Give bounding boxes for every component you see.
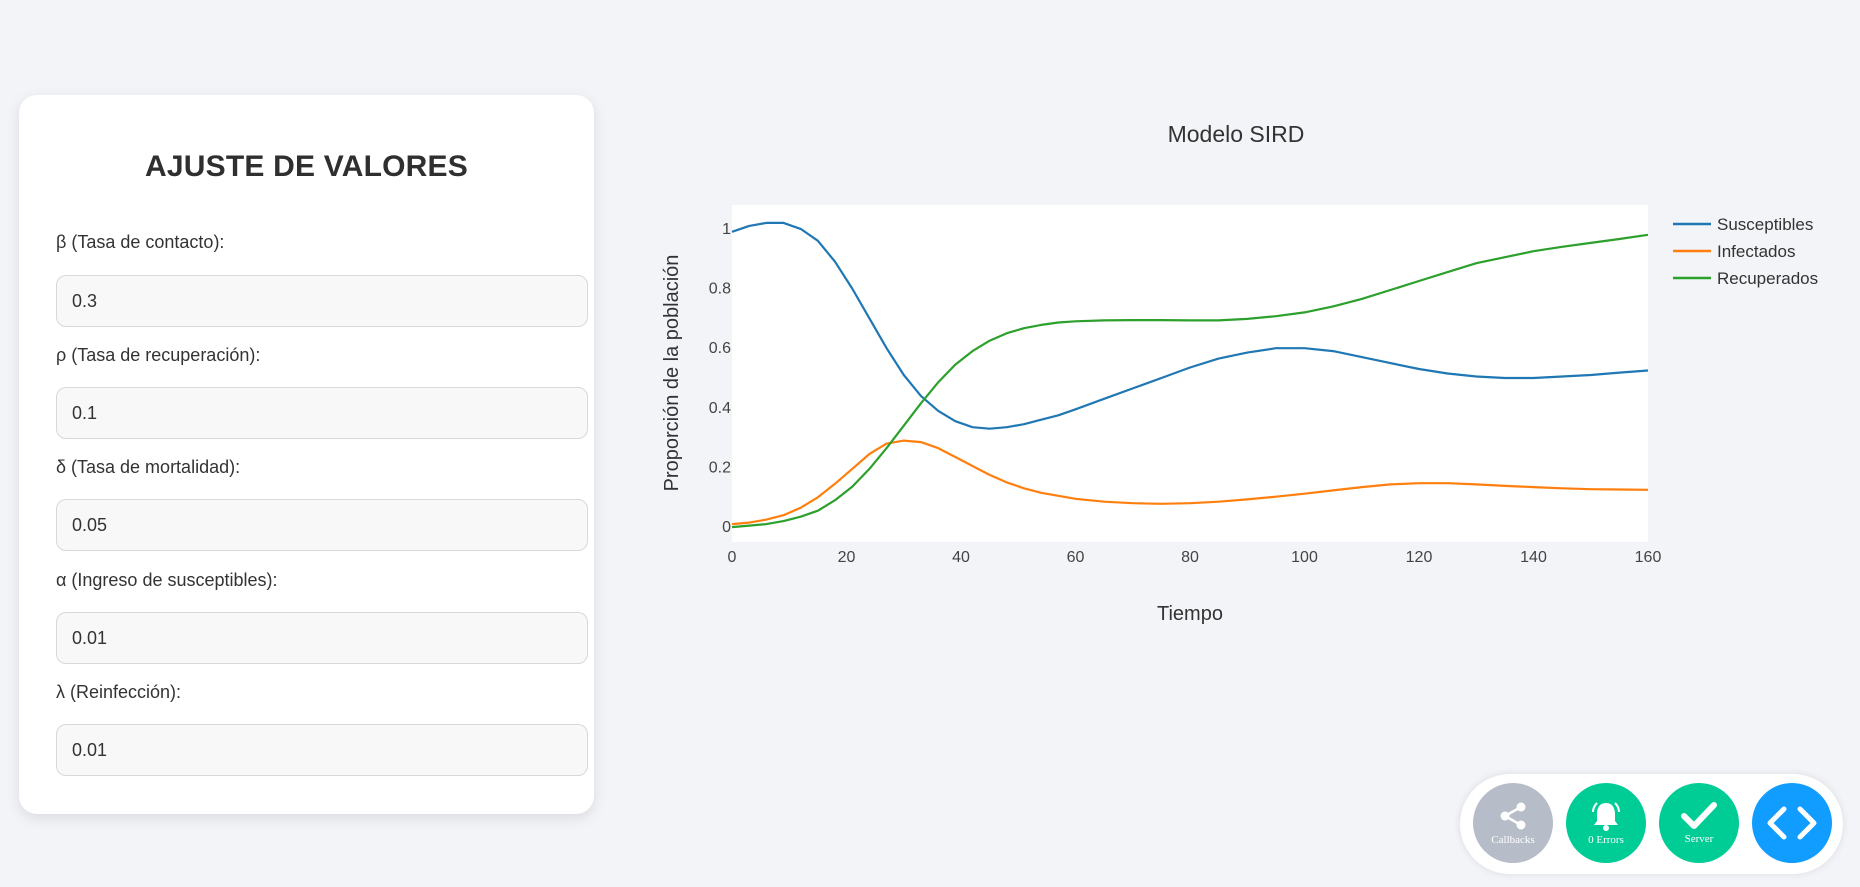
devtools-bar: Callbacks 0 Errors Server	[1460, 774, 1843, 874]
y-tick-label: 0.6	[709, 340, 731, 357]
legend-item-susceptibles[interactable]: Susceptibles	[1673, 215, 1813, 234]
share-icon	[1500, 802, 1526, 830]
y-tick-label: 0.4	[709, 400, 731, 417]
x-axis-title: Tiempo	[1157, 603, 1223, 625]
bell-icon	[1592, 802, 1620, 831]
x-tick-label: 100	[1291, 549, 1318, 566]
callbacks-button[interactable]: Callbacks	[1473, 783, 1553, 863]
series-line-infectados	[731, 439, 1649, 526]
controls-panel: AJUSTE DE VALORES β (Tasa de contacto): …	[19, 95, 594, 814]
legend-item-recuperados[interactable]: Recuperados	[1673, 269, 1818, 288]
lambda-label: λ (Reinfección):	[56, 682, 182, 702]
y-tick-label: 0	[722, 519, 731, 536]
errors-label: 0 Errors	[1588, 834, 1624, 846]
y-tick-label: 0.8	[709, 281, 731, 298]
x-tick-label: 0	[728, 549, 737, 566]
series-line-susceptibles	[731, 221, 1649, 430]
code-brackets-icon	[1767, 806, 1817, 840]
y-axis-title: Proporción de la población	[661, 255, 683, 492]
delta-label: δ (Tasa de mortalidad):	[56, 457, 241, 477]
x-tick-label: 60	[1067, 549, 1085, 566]
rho-label: ρ (Tasa de recuperación):	[56, 345, 261, 365]
x-tick-label: 120	[1406, 549, 1433, 566]
legend-item-infectados[interactable]: Infectados	[1673, 242, 1795, 261]
check-icon	[1681, 802, 1717, 829]
callbacks-label: Callbacks	[1491, 834, 1535, 846]
y-tick-label: 1	[722, 221, 731, 238]
server-label: Server	[1684, 833, 1714, 845]
panel-title: AJUSTE DE VALORES	[145, 150, 468, 183]
devtools-toggle-button[interactable]	[1752, 783, 1832, 863]
beta-input[interactable]	[56, 275, 588, 327]
x-tick-label: 80	[1181, 549, 1199, 566]
server-button[interactable]: Server	[1659, 783, 1739, 863]
series-line-recuperados	[731, 233, 1649, 529]
x-tick-label: 20	[838, 549, 856, 566]
x-tick-label: 40	[952, 549, 970, 566]
y-tick-label: 0.2	[709, 459, 731, 476]
legend-label: Recuperados	[1717, 269, 1818, 288]
series-lines	[731, 221, 1649, 529]
x-tick-label: 160	[1635, 549, 1662, 566]
lambda-input[interactable]	[56, 724, 588, 776]
x-tick-label: 140	[1520, 549, 1547, 566]
errors-button[interactable]: 0 Errors	[1566, 783, 1646, 863]
delta-input[interactable]	[56, 499, 588, 551]
y-tick-labels: 0 0.2 0.4 0.6 0.8 1	[709, 221, 731, 536]
chart-title: Modelo SIRD	[1168, 121, 1305, 147]
legend-label: Infectados	[1717, 242, 1795, 261]
alpha-label: α (Ingreso de susceptibles):	[56, 570, 278, 590]
x-tick-labels: 0 20 40 60 80 100 120 140 160	[728, 549, 1662, 566]
beta-label: β (Tasa de contacto):	[56, 232, 225, 252]
legend: Susceptibles Infectados Recuperados	[1673, 215, 1818, 288]
legend-label: Susceptibles	[1717, 215, 1813, 234]
alpha-input[interactable]	[56, 612, 588, 664]
rho-input[interactable]	[56, 387, 588, 439]
